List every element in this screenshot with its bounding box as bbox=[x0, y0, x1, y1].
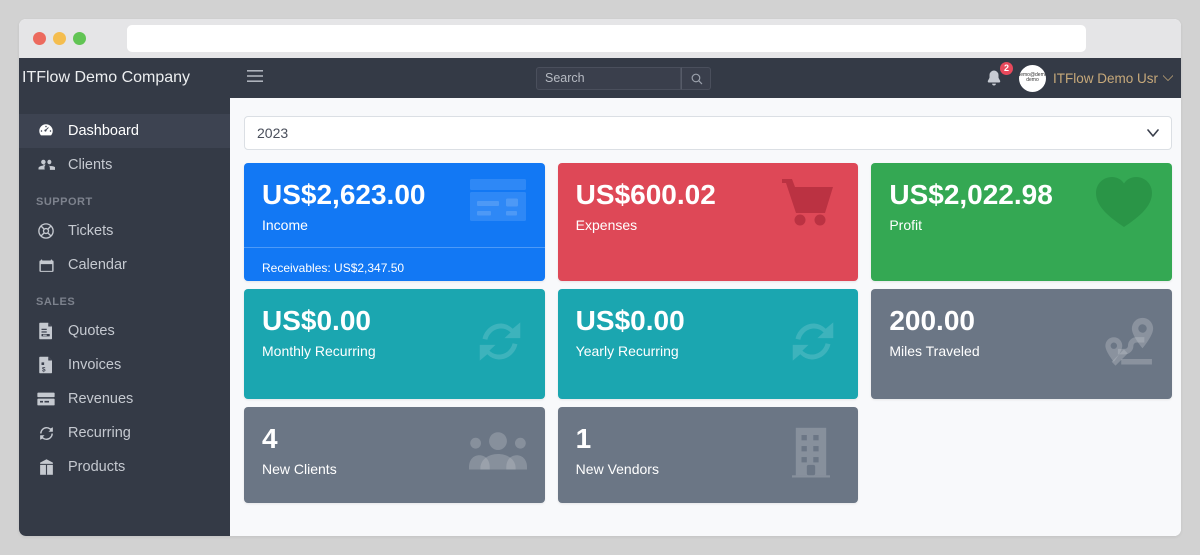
svg-text:$: $ bbox=[42, 366, 46, 373]
